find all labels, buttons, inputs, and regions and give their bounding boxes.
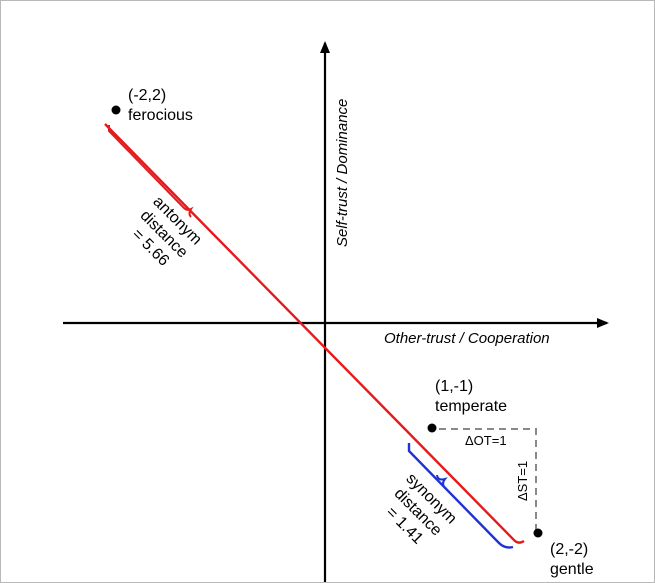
antonym-distance-label: antonym distance = 5.66	[128, 193, 204, 270]
point-gentle-coord: (2,-2)	[550, 541, 588, 558]
antonym-distance-line	[104, 123, 525, 544]
point-gentle-name: gentle	[550, 561, 594, 578]
antonym-brace-visible	[108, 125, 194, 218]
point-ferocious-name: ferocious	[128, 107, 193, 124]
point-ferocious-coord: (-2,2)	[128, 87, 166, 104]
delta-guide-dashed	[439, 428, 537, 531]
synonym-distance-line	[407, 443, 514, 549]
x-axis-label: Other-trust / Cooperation	[384, 330, 550, 347]
point-temperate-coord: (1,-1)	[435, 378, 473, 395]
point-ferocious-marker	[111, 105, 121, 115]
delta-ot-label: ΔOT=1	[465, 433, 507, 448]
synonym-distance-label: synonym distance = 1.41	[382, 470, 459, 547]
point-temperate-marker	[427, 423, 437, 433]
delta-st-label: ΔST=1	[515, 461, 530, 501]
y-axis-label: Self-trust / Dominance	[334, 99, 351, 247]
point-temperate-name: temperate	[435, 398, 507, 415]
synonym-brace	[436, 474, 448, 489]
point-gentle-marker	[533, 528, 543, 538]
